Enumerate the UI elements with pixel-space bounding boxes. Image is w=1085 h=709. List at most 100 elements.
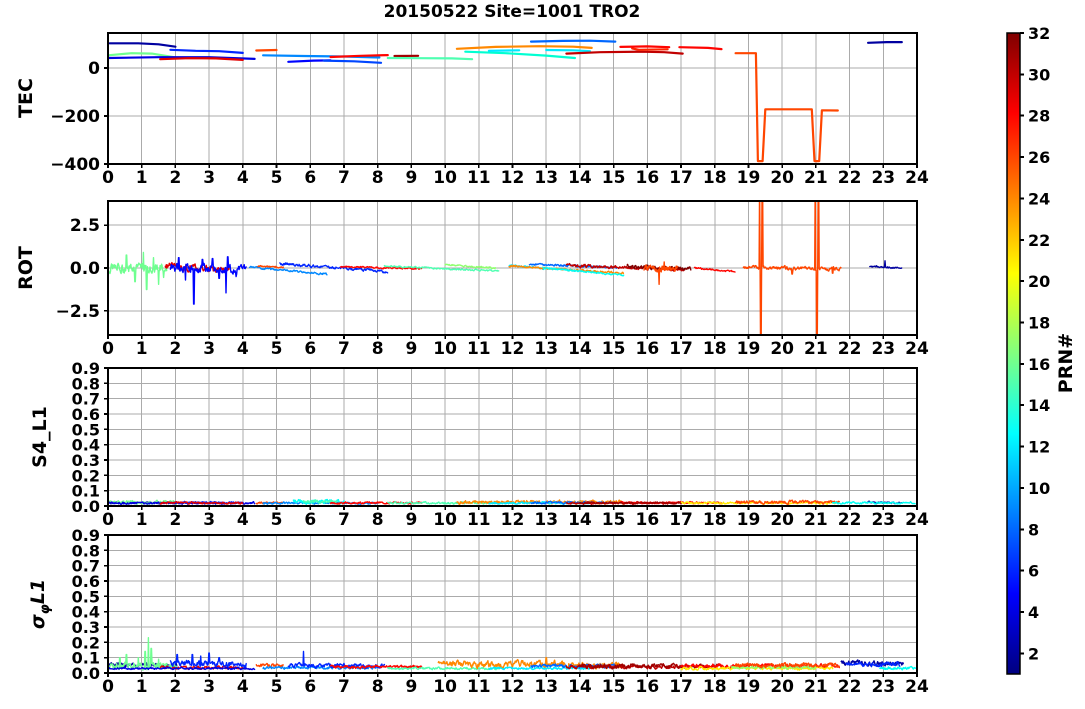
series-prn-7: [322, 59, 383, 64]
x-tick-label: 3: [203, 339, 215, 359]
y-tick-label: 0.3: [72, 618, 100, 637]
tick-labels-tec: 0 1 2 3 4 5 6 7 8 9 10 11 12 13 14 15 16 17 18 19 20 21 22 23 24…: [50, 59, 929, 188]
x-tick-label: 19: [737, 339, 761, 359]
ticks-s4: [104, 367, 918, 510]
x-tick-label: 12: [501, 677, 525, 697]
colorbar-tick-label: 10: [1028, 479, 1050, 498]
x-tick-label: 19: [737, 677, 761, 697]
grid-s4: [108, 368, 917, 506]
y-tick-label: −400: [50, 155, 100, 175]
colorbar-tick-label: 4: [1028, 603, 1039, 622]
series-prn-2: [108, 42, 177, 48]
x-tick-label: 7: [338, 677, 350, 697]
ticks-tec: [104, 67, 918, 168]
x-tick-label: 17: [669, 677, 693, 697]
x-tick-label: 23: [871, 677, 895, 697]
x-tick-label: 12: [501, 168, 525, 188]
series-prn-14: [464, 50, 577, 60]
y-tick-label: 0.1: [72, 482, 100, 501]
x-tick-label: 9: [405, 168, 417, 188]
x-tick-label: 5: [271, 677, 283, 697]
x-tick-label: 12: [501, 510, 525, 530]
x-tick-label: 13: [534, 168, 558, 188]
series-prn-27: [631, 47, 669, 51]
x-tick-label: 16: [635, 677, 659, 697]
x-tick-label: 14: [568, 339, 592, 359]
series-prn-26: [257, 264, 284, 269]
x-tick-label: 18: [703, 339, 727, 359]
x-tick-label: 9: [405, 677, 417, 697]
y-tick-label: 0.4: [72, 436, 100, 455]
x-tick-label: 10: [433, 339, 457, 359]
x-tick-label: 0: [102, 677, 114, 697]
x-tick-label: 15: [602, 677, 626, 697]
x-tick-label: 3: [203, 168, 215, 188]
x-tick-label: 1: [136, 168, 148, 188]
x-tick-label: 2: [169, 168, 181, 188]
colorbar-label: PRN#: [1055, 332, 1077, 394]
x-tick-label: 4: [237, 677, 249, 697]
series-prn-31: [579, 662, 723, 670]
series-prn-29: [159, 57, 244, 62]
x-tick-label: 20: [770, 168, 794, 188]
colorbar-ticks: [1020, 32, 1024, 655]
colorbar-tick-label: 22: [1028, 231, 1050, 250]
tick-labels-rot: 0 1 2 3 4 5 6 7 8 9 10 11 12 13 14 15 16 17 18 19 20 21 22 23 24…: [56, 216, 929, 359]
x-tick-label: 8: [372, 510, 384, 530]
series-prn-6: [169, 652, 247, 669]
series-prn-15: [386, 56, 474, 61]
x-tick-label: 21: [804, 677, 828, 697]
x-tick-label: 22: [838, 168, 862, 188]
series-group-rot: [108, 201, 903, 335]
series-prn-30: [565, 50, 684, 55]
x-tick-label: 20: [770, 339, 794, 359]
y-tick-label: 0.8: [72, 541, 100, 560]
x-tick-label: 7: [338, 339, 350, 359]
x-tick-label: 11: [467, 510, 491, 530]
series-prn-28: [329, 53, 389, 59]
x-tick-label: 23: [871, 510, 895, 530]
y-tick-label: −2.5: [56, 302, 100, 322]
x-tick-label: 24: [905, 510, 929, 530]
y-tick-label: 0.5: [72, 587, 100, 606]
colorbar-tick-label: 18: [1028, 313, 1050, 332]
x-tick-label: 5: [271, 510, 283, 530]
x-tick-label: 12: [501, 339, 525, 359]
x-tick-label: 17: [669, 339, 693, 359]
x-tick-label: 24: [905, 339, 929, 359]
colorbar-tick-label: 30: [1028, 65, 1050, 84]
colorbar: [1006, 32, 1021, 675]
colorbar-tick-label: 20: [1028, 272, 1050, 291]
series-prn-15: [387, 666, 500, 671]
tick-labels-s4: 0 1 2 3 4 5 6 7 8 9 10 11 12 13 14 15 16 17 18 19 20 21 22 23 24…: [72, 359, 929, 530]
y-tick-label: 0.8: [72, 374, 100, 393]
x-tick-label: 10: [433, 677, 457, 697]
x-tick-label: 24: [905, 677, 929, 697]
x-tick-label: 9: [405, 339, 417, 359]
x-tick-label: 21: [804, 339, 828, 359]
series-group-sigphi: [108, 637, 916, 671]
x-tick-label: 0: [102, 339, 114, 359]
x-tick-label: 13: [534, 677, 558, 697]
x-tick-label: 7: [338, 168, 350, 188]
series-prn-5: [169, 256, 247, 305]
y-tick-label: 0.6: [72, 405, 100, 424]
x-tick-label: 11: [467, 677, 491, 697]
ticks-sigphi: [104, 534, 918, 677]
series-prn-28: [619, 45, 671, 49]
x-tick-label: 10: [433, 168, 457, 188]
x-tick-label: 1: [136, 677, 148, 697]
x-tick-label: 5: [271, 339, 283, 359]
y-tick-label: 0.2: [72, 633, 100, 652]
series-prn-12: [487, 49, 521, 52]
x-tick-label: 19: [737, 168, 761, 188]
x-tick-label: 3: [203, 677, 215, 697]
y-axis-label-tec: TEC: [15, 78, 37, 118]
y-axis-label-rot: ROT: [15, 246, 37, 290]
x-tick-label: 8: [372, 168, 384, 188]
series-prn-13: [542, 266, 625, 277]
x-tick-label: 2: [169, 677, 181, 697]
series-prn-26: [742, 201, 842, 335]
x-tick-label: 21: [804, 168, 828, 188]
